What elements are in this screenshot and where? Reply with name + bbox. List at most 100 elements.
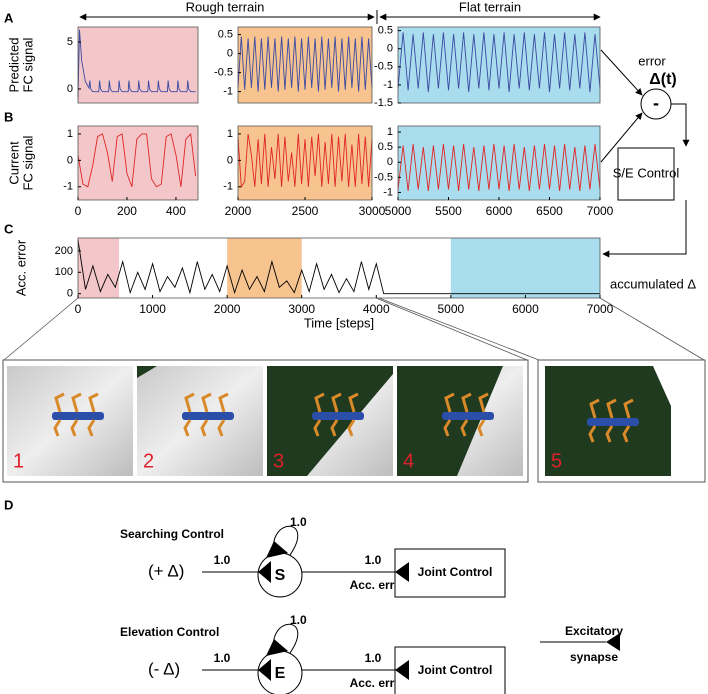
weight-label: 1.0 [214, 553, 231, 567]
panel-letter: C [4, 221, 14, 236]
robot-leg [589, 398, 600, 419]
robot-leg [54, 392, 65, 413]
x-tick-label: 7000 [587, 302, 614, 316]
robot-leg [588, 425, 597, 443]
snapshot-number: 1 [13, 450, 24, 472]
snapshot-image [137, 366, 263, 476]
y-tick-label: 1 [387, 126, 393, 138]
y-tick-label: 0.5 [218, 29, 233, 41]
panel-letter: A [4, 10, 14, 25]
ground-patch [267, 366, 393, 476]
signal-line [397, 144, 601, 191]
robot-leg [71, 392, 82, 413]
robot-leg [623, 398, 634, 419]
snapshot-number: 4 [403, 450, 414, 472]
output-label: Acc. error [350, 578, 407, 592]
terrain-label: Rough terrain [186, 0, 265, 14]
robot-leg [200, 419, 209, 437]
se-control-box [617, 147, 675, 201]
y-tick-label: -1 [383, 79, 393, 91]
x-tick-label: 1000 [139, 302, 166, 316]
robot-body [52, 412, 104, 420]
y-tick-label: 0 [67, 288, 73, 300]
weight-label: 1.0 [214, 651, 231, 665]
robot-leg [217, 419, 226, 437]
y-tick-label: 1 [67, 128, 73, 140]
synapse [266, 639, 288, 656]
synapse [258, 659, 271, 681]
joint-control-label: Joint Control [418, 663, 493, 677]
zoom-lines [3, 297, 705, 361]
y-tick-label: 0 [387, 43, 393, 55]
y-tick-label: 0.5 [378, 141, 393, 153]
robot-body [182, 412, 234, 420]
error-label: error [638, 53, 666, 68]
arrow [671, 103, 690, 147]
synapse [266, 541, 288, 558]
robot-leg [477, 419, 486, 437]
y-tick-label: -1.5 [374, 97, 393, 109]
plot-background [78, 126, 198, 200]
region [227, 238, 302, 298]
y-tick-label: -0.5 [214, 67, 233, 79]
robot-leg [314, 392, 325, 413]
arrow [602, 200, 687, 258]
y-tick-label: -1 [223, 86, 233, 98]
robot-body [587, 418, 639, 426]
robot-leg [606, 398, 617, 419]
x-tick-label: 3000 [288, 302, 315, 316]
y-tick-label: -0.5 [374, 171, 393, 183]
robot-leg [443, 419, 452, 437]
x-tick-label: 400 [166, 204, 186, 218]
x-tick-label: 2000 [214, 302, 241, 316]
y-tick-label: 0 [387, 156, 393, 168]
control-title: Searching Control [120, 527, 224, 541]
robot-leg [444, 392, 455, 413]
input-label: (+ Δ) [148, 561, 184, 580]
snapshot-image [7, 366, 133, 476]
plot-background [238, 27, 372, 103]
y-tick-label: 0 [67, 83, 73, 95]
region [450, 238, 600, 298]
se-control-label: S/E Control [613, 165, 680, 180]
y-axis-label: Acc. error [13, 239, 28, 296]
robot-leg [53, 419, 62, 437]
x-tick-label: 0 [75, 302, 82, 316]
plot-frame [397, 26, 601, 104]
y-tick-label: 0.5 [378, 25, 393, 37]
x-tick-label: 7000 [587, 204, 614, 218]
y-tick-label: -1 [383, 186, 393, 198]
minus-sign: - [653, 93, 659, 113]
y-tick-label: 0 [227, 154, 233, 166]
arrow [600, 112, 643, 163]
x-tick-label: 6500 [536, 204, 563, 218]
x-tick-label: 2500 [292, 204, 319, 218]
plot-background [398, 27, 600, 103]
robot-leg [87, 419, 96, 437]
x-tick-label: 6000 [512, 302, 539, 316]
y-axis-label: FC signal [20, 37, 35, 92]
y-tick-label: 0 [67, 154, 73, 166]
x-tick-label: 4000 [363, 302, 390, 316]
robot-leg [184, 392, 195, 413]
x-tick-label: 2000 [225, 204, 252, 218]
y-tick-label: -1 [223, 181, 233, 193]
signal-line [237, 133, 373, 189]
robot-leg [347, 419, 356, 437]
plot-frame [77, 125, 199, 201]
robot-leg [605, 425, 614, 443]
legend-text: Excitatory [565, 624, 623, 638]
arrow [600, 49, 643, 96]
weight-label: 1.0 [290, 515, 307, 529]
control-title: Elevation Control [120, 625, 219, 639]
snapshot-number: 5 [551, 450, 562, 472]
neuron-label: E [275, 665, 286, 682]
plot-frame [237, 26, 373, 104]
x-tick-label: 5500 [435, 204, 462, 218]
robot-leg [183, 419, 192, 437]
x-tick-label: 200 [117, 204, 137, 218]
synapse [395, 660, 409, 680]
y-axis-label: Current [6, 141, 21, 185]
accumulated-label: accumulated Δ [610, 276, 696, 291]
